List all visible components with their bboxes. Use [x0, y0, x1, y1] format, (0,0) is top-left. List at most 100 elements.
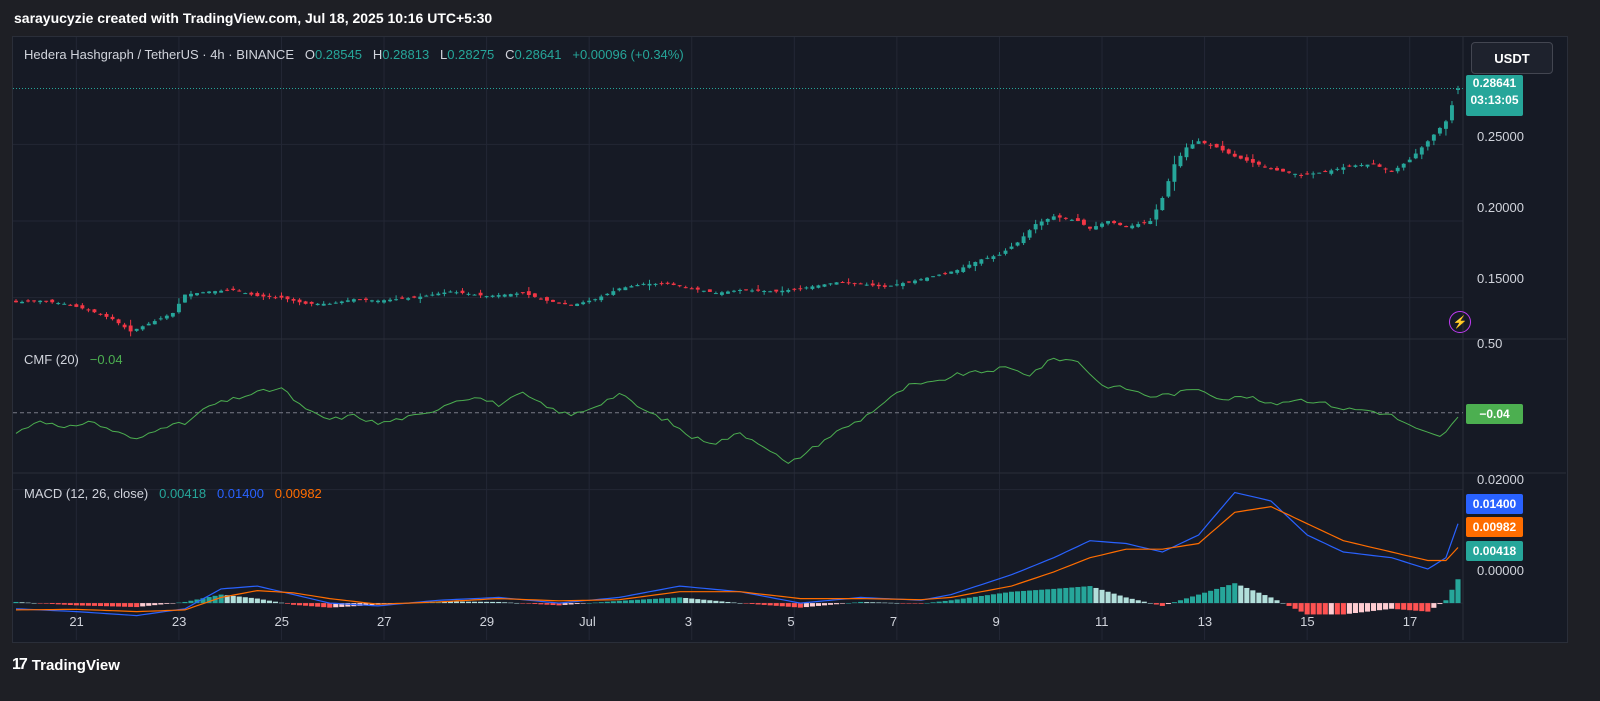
candle [1130, 223, 1135, 230]
candle [575, 303, 580, 307]
macd-histogram-bar [109, 603, 116, 607]
candle-body [955, 270, 960, 273]
candle-body [629, 286, 634, 288]
lightning-icon[interactable]: ⚡ [1449, 311, 1471, 333]
candle-body [1407, 159, 1412, 163]
candle-body [1039, 221, 1044, 226]
candle-body [750, 290, 755, 292]
candle [207, 290, 212, 294]
macd-histogram-bar [1159, 603, 1165, 606]
candle-body [581, 302, 586, 305]
macd-histogram-bar [840, 603, 846, 604]
candle-body [14, 300, 18, 303]
candle-body [762, 291, 767, 293]
macd-histogram-bar [116, 603, 122, 607]
macd-pane [13, 491, 1461, 617]
macd-histogram-bar [622, 600, 628, 604]
macd-histogram-bar [761, 603, 767, 605]
macd-histogram-bar [1220, 587, 1226, 604]
candle-body [406, 298, 411, 300]
macd-histogram-bar [948, 600, 954, 604]
candle-body [207, 291, 212, 294]
time-axis-label: 9 [992, 614, 1000, 629]
price-legend: Hedera Hashgraph / TetherUS · 4h · BINAN… [24, 47, 684, 62]
macd-histogram-bar [333, 603, 339, 608]
candle-body [605, 293, 610, 296]
candle-body [333, 302, 338, 304]
symbol-title[interactable]: Hedera Hashgraph / TetherUS · 4h · BINAN… [24, 47, 294, 62]
tradingview-brand[interactable]: 17 TradingView [12, 654, 120, 676]
macd-histogram-bar [1069, 587, 1075, 604]
candle [255, 291, 260, 297]
candle [424, 294, 429, 297]
macd-histogram-bar [616, 600, 622, 604]
candle [816, 284, 821, 289]
candle [955, 269, 960, 275]
candle [1148, 217, 1153, 225]
candle [623, 286, 628, 291]
candle-body [1437, 127, 1442, 134]
candle [1202, 140, 1207, 145]
macd-histogram-bar [484, 601, 490, 604]
candle [828, 283, 833, 286]
candle-body [1208, 144, 1213, 146]
candle-body [925, 277, 930, 281]
macd-histogram-bar [640, 599, 647, 604]
cmf-title[interactable]: CMF (20) [24, 352, 79, 367]
macd-histogram-bar [459, 601, 466, 604]
macd-histogram-bar [1087, 586, 1093, 604]
macd-histogram-bar [230, 595, 236, 604]
candle [611, 287, 616, 296]
macd-histogram-bar [1244, 587, 1250, 604]
macd-histogram-bar [182, 601, 188, 604]
candle [997, 252, 1002, 256]
macd-histogram-bar [520, 603, 526, 604]
candle-body [1021, 236, 1026, 244]
candle-body [888, 285, 893, 287]
macd-title[interactable]: MACD (12, 26, close) [24, 486, 149, 501]
candle-body [635, 285, 640, 287]
candle [1419, 146, 1424, 160]
candle [894, 279, 899, 287]
macd-histogram-bar [1099, 589, 1105, 604]
close-value: 0.28641 [514, 47, 562, 62]
macd-histogram-bar [345, 603, 351, 607]
candle-body [774, 289, 779, 292]
candle-body [1033, 224, 1038, 230]
candle-body [1450, 105, 1454, 121]
candle-body [122, 324, 127, 328]
macd-histogram-bar [266, 600, 272, 604]
candle-body [1329, 170, 1334, 174]
macd-histogram-bar [966, 597, 972, 604]
candle-body [1015, 242, 1020, 246]
candle [713, 291, 718, 295]
macd-histogram-bar [755, 603, 761, 605]
macd-histogram-bar [1093, 587, 1099, 604]
candle-body [1359, 165, 1364, 167]
macd-histogram-bar [1334, 603, 1340, 615]
candle-body [756, 289, 761, 291]
candle-body [1365, 164, 1370, 167]
candle [617, 287, 622, 292]
candle [128, 319, 133, 337]
candle-body [551, 299, 555, 302]
candle-body [297, 299, 302, 303]
candle-body [20, 301, 24, 304]
candle-body [321, 303, 326, 306]
candle [738, 288, 742, 294]
macd-histogram-bar [659, 598, 665, 604]
candle-body [1443, 121, 1448, 129]
candle [164, 314, 169, 321]
candle [913, 279, 917, 285]
candle-body [1232, 153, 1237, 157]
candle-body [659, 283, 664, 285]
cmf-legend: CMF (20) −0.04 [24, 352, 123, 367]
macd-histogram-bar [665, 598, 671, 604]
candle-body [1347, 165, 1352, 167]
candle [201, 291, 205, 294]
macd-histogram-bar [194, 599, 200, 604]
candle [412, 295, 417, 299]
macd-histogram-bar [1051, 588, 1057, 604]
currency-button[interactable]: USDT [1471, 42, 1553, 74]
